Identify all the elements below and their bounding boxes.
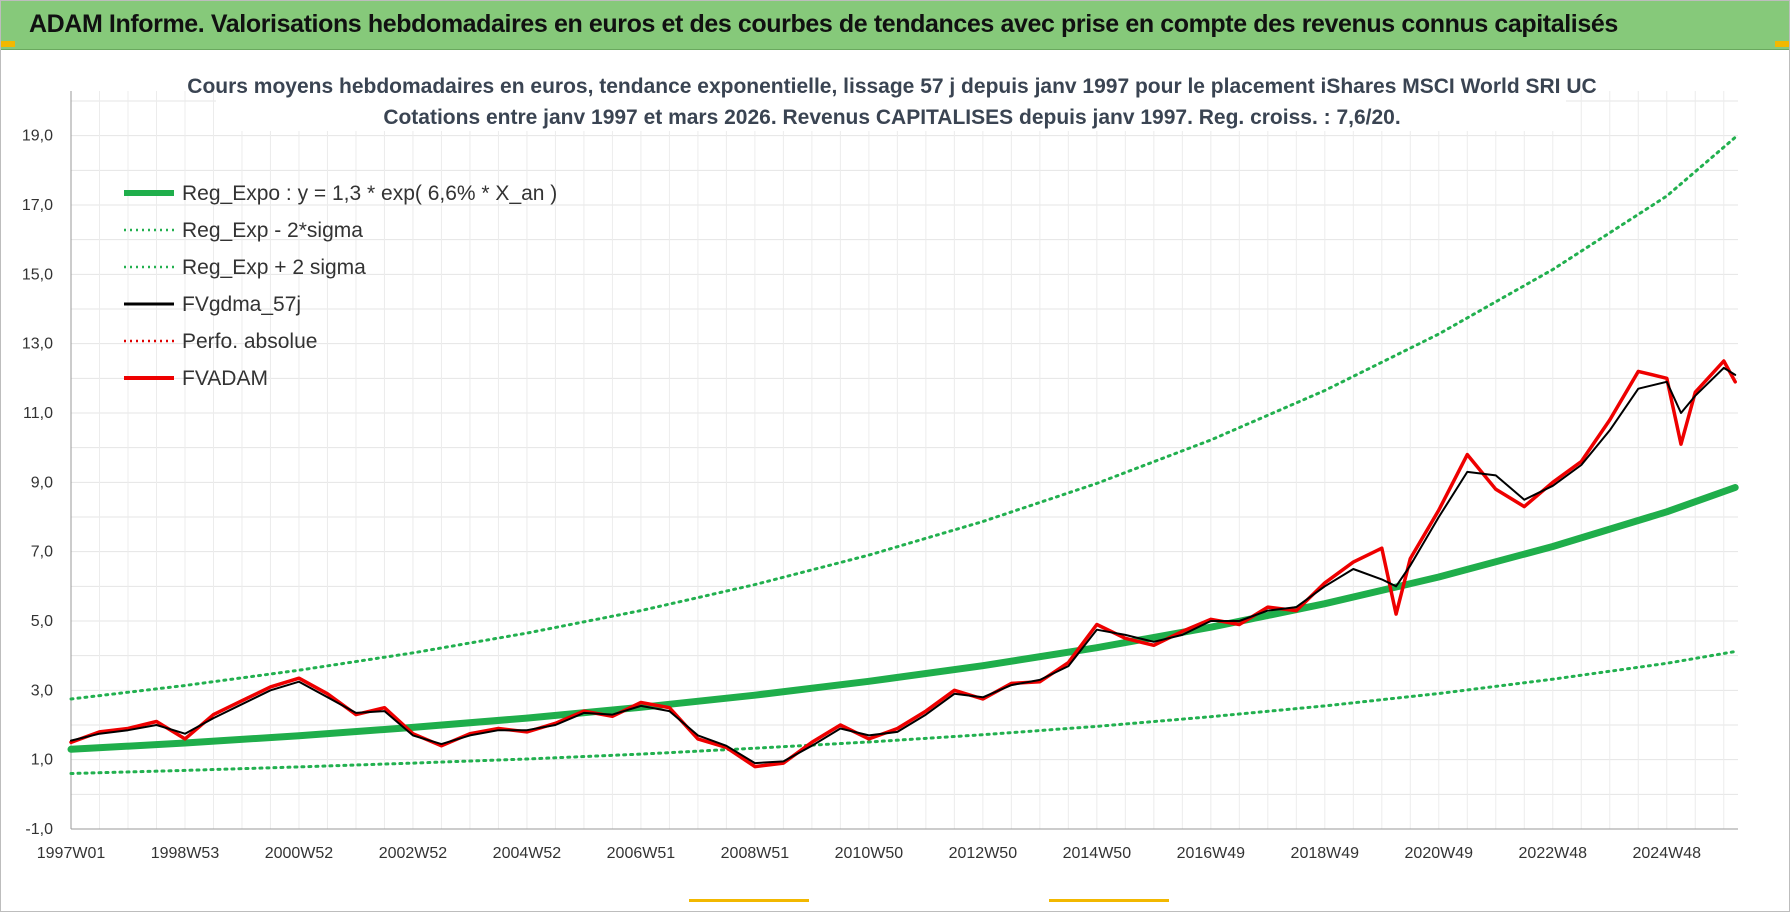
y-tick-label: 1,0 — [31, 752, 53, 769]
series-line-fvgdma-57j — [70, 366, 1737, 765]
series-line-reg-exp-2-sigma — [69, 135, 1737, 701]
chart-subtitle: Cotations entre janv 1997 et mars 2026. … — [383, 106, 1400, 129]
header-title: ADAM Informe. Valorisations hebdomadaire… — [29, 10, 1618, 38]
x-tick-label: 2006W51 — [607, 845, 676, 862]
series-line-reg-expo-y-1-3-exp-6-6-x-an — [67, 484, 1739, 753]
chart-title: Cours moyens hebdomadaires en euros, ten… — [187, 75, 1596, 98]
legend-label: Reg_Exp + 2 sigma — [182, 256, 366, 279]
series-group — [67, 135, 1739, 775]
y-tick-label: 15,0 — [22, 266, 53, 283]
corner-marker-bottom-right — [1049, 899, 1169, 902]
x-tick-label: 2008W51 — [721, 845, 790, 862]
x-tick-label: 2002W52 — [379, 845, 448, 862]
series-line-reg-exp-2-sigma — [69, 650, 1737, 775]
x-tick-label: 2014W50 — [1063, 845, 1132, 862]
axes: -1,0 1,0 3,0 5,0 7,0 9,0 11,0 13,0 15,0 17,0 19,0 1… — [22, 91, 1738, 862]
corner-marker-right — [1775, 41, 1789, 47]
x-tick-label: 2000W52 — [265, 845, 334, 862]
corner-marker-left — [1, 41, 15, 47]
corner-marker-bottom-left — [689, 899, 809, 902]
x-tick-label: 2004W52 — [493, 845, 562, 862]
x-tick-label: 2024W48 — [1633, 845, 1702, 862]
y-tick-label: 19,0 — [22, 128, 53, 145]
x-tick-label: 2020W49 — [1405, 845, 1474, 862]
y-tick-label: 3,0 — [31, 682, 53, 699]
legend-label: Reg_Expo : y = 1,3 * exp( 6,6% * X_an ) — [182, 182, 557, 205]
legend-label: FVgdma_57j — [182, 293, 301, 316]
y-tick-label: -1,0 — [25, 821, 53, 838]
y-tick-label: 17,0 — [22, 197, 53, 214]
legend-label: Reg_Exp - 2*sigma — [182, 219, 363, 242]
y-tick-label: 11,0 — [23, 405, 53, 422]
legend-label: FVADAM — [182, 367, 268, 390]
legend: Reg_Expo : y = 1,3 * exp( 6,6% * X_an ) R… — [124, 182, 557, 390]
x-tick-label: 2010W50 — [835, 845, 904, 862]
x-tick-label: 2016W49 — [1177, 845, 1246, 862]
y-tick-label: 5,0 — [31, 613, 53, 630]
y-tick-label: 9,0 — [31, 474, 53, 491]
x-tick-label: 2022W48 — [1519, 845, 1588, 862]
x-tick-label: 1998W53 — [151, 845, 220, 862]
legend-label: Perfo. absolue — [182, 330, 317, 353]
header-banner: ADAM Informe. Valorisations hebdomadaire… — [1, 1, 1789, 50]
x-tick-label: 1997W01 — [37, 845, 106, 862]
x-tick-label: 2012W50 — [949, 845, 1018, 862]
title-background — [216, 69, 1566, 131]
x-tick-label: 2018W49 — [1291, 845, 1360, 862]
y-tick-label: 13,0 — [22, 336, 53, 353]
y-tick-label: 7,0 — [31, 544, 53, 561]
